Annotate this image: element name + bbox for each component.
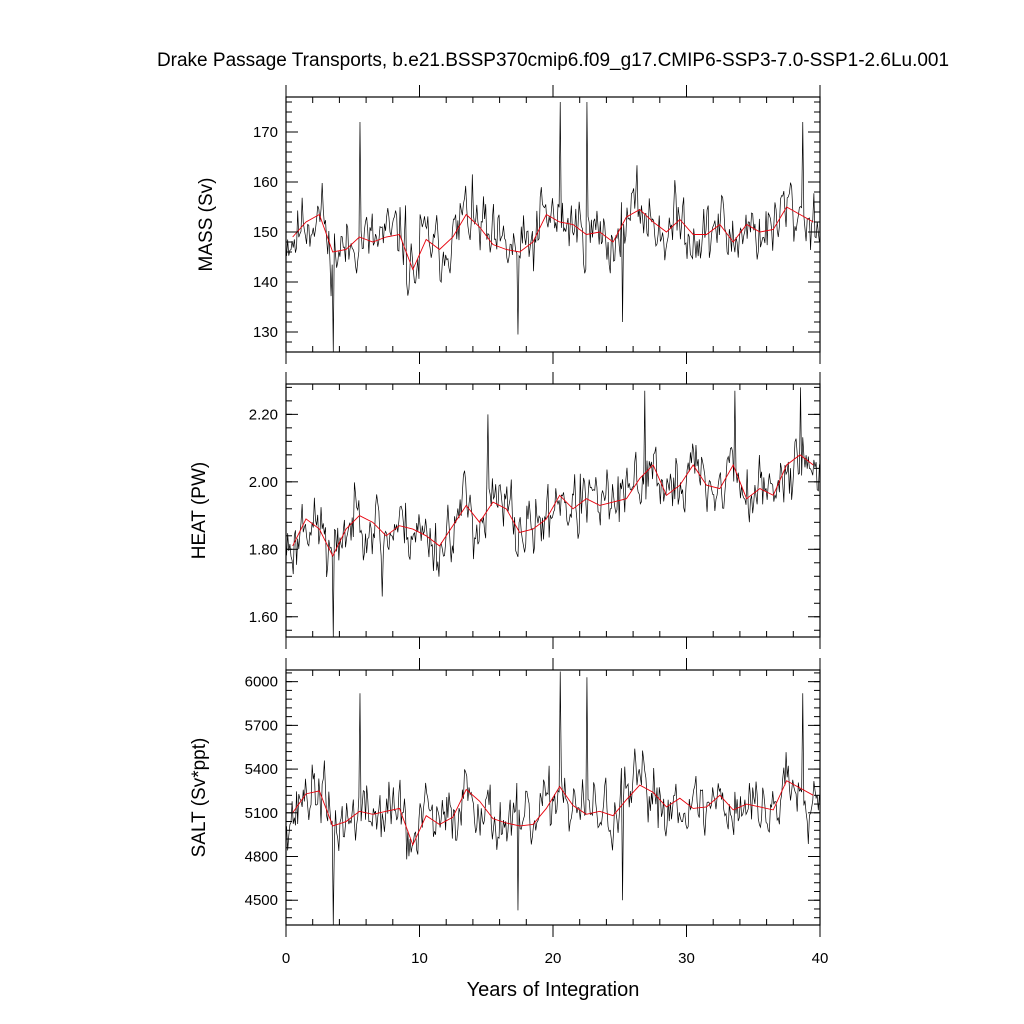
y-tick-label: 1.60 (249, 609, 278, 626)
monthly-series-0 (286, 101, 820, 352)
y-tick-label: 5400 (245, 761, 278, 778)
x-tick-label: 40 (812, 950, 829, 967)
y-tick-label: 5700 (245, 717, 278, 734)
y-tick-label: 140 (253, 274, 278, 291)
y-tick-label: 2.00 (249, 474, 278, 491)
x-tick-label: 20 (545, 950, 562, 967)
y-tick-label: 5100 (245, 805, 278, 822)
x-tick-label: 30 (678, 950, 695, 967)
y-tick-label: 4500 (245, 892, 278, 909)
x-axis-label: Years of Integration (467, 979, 640, 1001)
plot-frame-1 (285, 383, 821, 638)
y-axis-label-0: MASS (Sv) (196, 178, 217, 272)
panel-2: 4500 4800 5100 5400 5700 6000 SALT (Sv*ppt) 0 10… (189, 658, 828, 967)
annual-mean-series-1 (292, 454, 814, 558)
panel-1: 1.60 1.80 2.00 2.20 HEAT (PW) (189, 372, 821, 649)
y-axis-label-1: HEAT (PW) (189, 462, 210, 559)
x-tick-label: 0 (282, 950, 290, 967)
monthly-series-1 (286, 387, 820, 637)
x-tick-label: 10 (411, 950, 428, 967)
y-tick-label: 130 (253, 324, 278, 341)
y-tick-label: 4800 (245, 849, 278, 866)
annual-mean-series-0 (292, 206, 814, 271)
chart-title: Drake Passage Transports, b.e21.BSSP370c… (157, 50, 949, 71)
panel-0: 130 140 150 160 170 MASS (Sv) (196, 85, 821, 364)
monthly-series-2 (286, 671, 820, 925)
y-tick-label: 160 (253, 174, 278, 191)
plot-frame-0 (285, 96, 821, 353)
y-axis-label-2: SALT (Sv*ppt) (189, 738, 210, 858)
y-tick-label: 2.20 (249, 406, 278, 423)
y-tick-label: 6000 (245, 674, 278, 691)
y-tick-label: 170 (253, 124, 278, 141)
panels: 130 140 150 160 170 MASS (Sv) 1.60 1.80 2.00 2.20… (189, 85, 828, 967)
y-tick-label: 150 (253, 224, 278, 241)
annual-mean-series-2 (292, 780, 814, 847)
y-tick-label: 1.80 (249, 541, 278, 558)
